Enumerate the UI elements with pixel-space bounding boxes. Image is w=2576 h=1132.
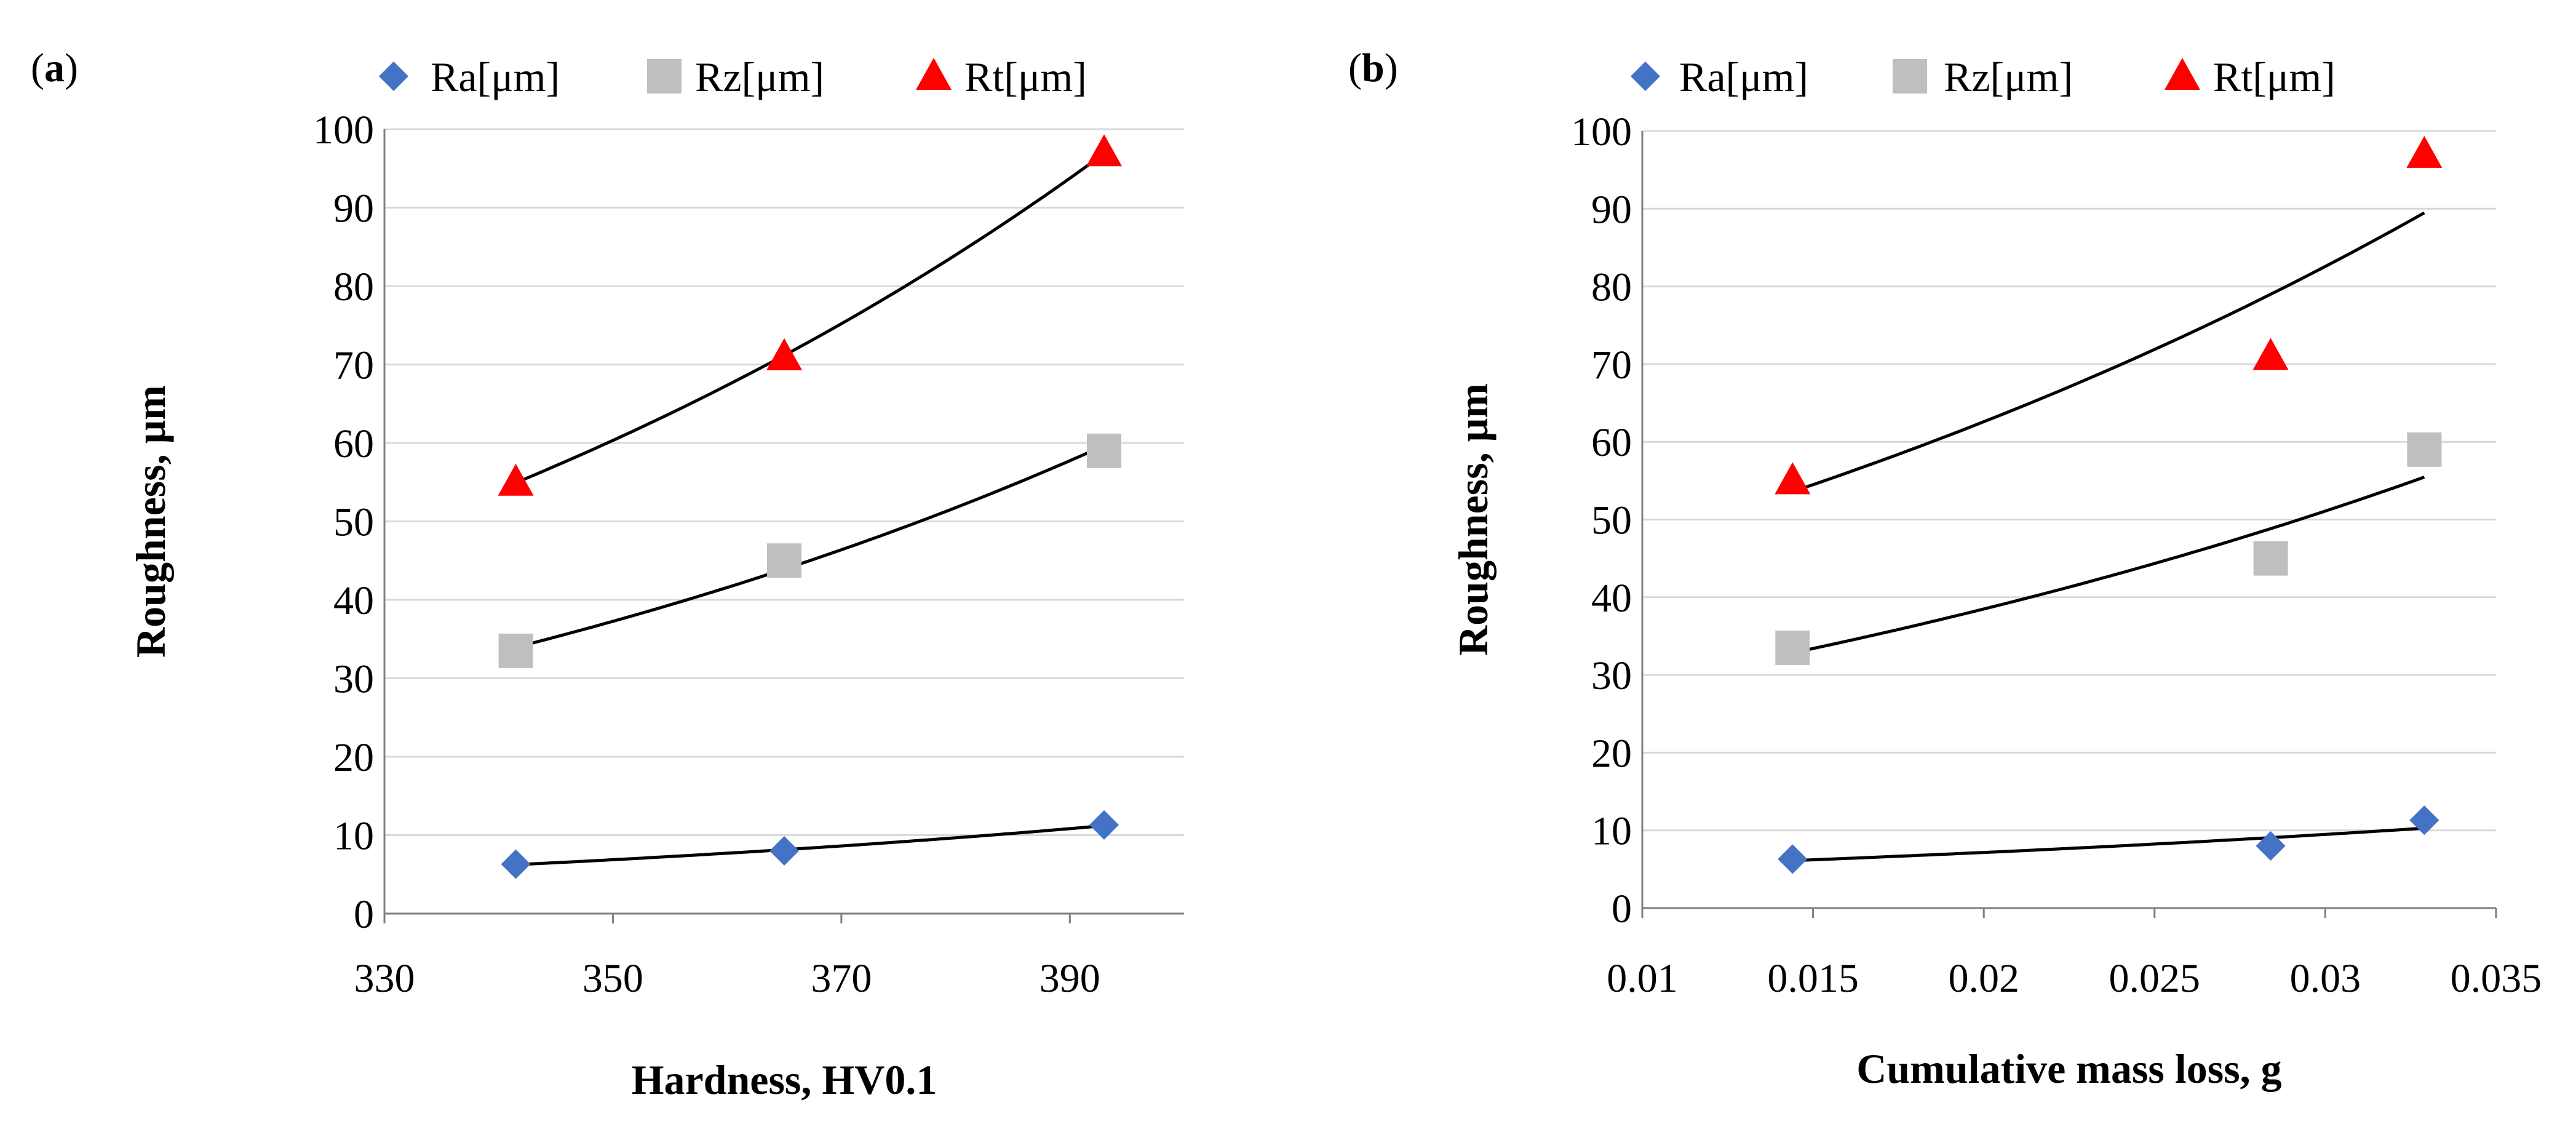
- legend-label-ra: Ra[μm]: [1679, 54, 1808, 100]
- point-ra: [1778, 844, 1808, 874]
- panel-label-paren-open: (: [1348, 46, 1362, 90]
- y-tick-label: 100: [1571, 110, 1632, 154]
- point-ra: [769, 836, 799, 866]
- y-tick-label: 70: [1591, 343, 1632, 388]
- panel-label-paren-close: ): [65, 46, 78, 90]
- y-tick-label: 70: [333, 343, 374, 388]
- y-tick-label: 50: [333, 500, 374, 545]
- y-tick-label: 90: [1591, 187, 1632, 232]
- point-ra: [501, 849, 531, 879]
- trendline-ra: [515, 824, 1105, 866]
- legend-label-rt: Rt[μm]: [964, 54, 1087, 100]
- point-rt: [766, 338, 802, 370]
- point-ra: [2256, 831, 2286, 861]
- x-tick-label: 0.035: [2451, 956, 2542, 1001]
- trendline-rz: [515, 444, 1105, 649]
- legend-marker-rt: [916, 58, 952, 90]
- y-tick-label: 40: [333, 578, 374, 623]
- y-tick-label: 80: [333, 265, 374, 309]
- point-rz: [1087, 433, 1121, 468]
- y-tick-label: 10: [1591, 809, 1632, 854]
- panel-label-letter: a: [44, 46, 65, 90]
- point-ra: [2409, 805, 2439, 835]
- y-tick-label: 10: [333, 814, 374, 859]
- x-tick-label: 0.02: [1948, 956, 2019, 1001]
- x-tick-label: 390: [1040, 956, 1100, 1001]
- y-tick-label: 20: [1591, 731, 1632, 776]
- y-tick-label: 40: [1591, 576, 1632, 621]
- panel-label-letter: b: [1362, 46, 1385, 90]
- legend-marker-ra: [1631, 62, 1660, 91]
- point-rz: [498, 633, 533, 668]
- y-tick-label: 30: [1591, 653, 1632, 698]
- point-ra: [1089, 810, 1119, 840]
- point-rt: [2406, 135, 2443, 168]
- legend-label-rz: Rz[μm]: [695, 54, 824, 100]
- legend-label-rt: Rt[μm]: [2213, 54, 2335, 100]
- point-rt: [1086, 134, 1122, 167]
- panel-label: (a): [31, 46, 78, 90]
- y-axis-title: Roughness, μm: [1450, 383, 1497, 656]
- legend-label-ra: Ra[μm]: [431, 54, 560, 100]
- x-axis-title: Hardness, HV0.1: [632, 1056, 937, 1103]
- point-rz: [1775, 630, 1810, 665]
- x-tick-label: 0.025: [2109, 956, 2201, 1001]
- y-axis-title: Roughness, μm: [127, 385, 174, 658]
- x-tick-label: 350: [582, 956, 643, 1001]
- x-tick-label: 330: [354, 956, 415, 1001]
- y-tick-label: 100: [313, 108, 374, 153]
- x-tick-label: 0.015: [1767, 956, 1859, 1001]
- y-tick-label: 0: [354, 892, 374, 937]
- point-rt: [1775, 462, 1811, 495]
- panel-label-paren-close: ): [1385, 46, 1398, 90]
- legend-marker-rt: [2165, 58, 2200, 90]
- y-tick-label: 20: [333, 735, 374, 780]
- chart-panel-b: (b) 0 10 20 30 40 50 60 70 80 90 100 0.01 0.015 0.02 0.…: [1348, 46, 2542, 1092]
- trendline-rt: [1792, 211, 2425, 493]
- trendline-rz: [1792, 476, 2425, 655]
- y-tick-label: 80: [1591, 265, 1632, 310]
- point-rt: [498, 463, 534, 496]
- x-tick-label: 0.03: [2290, 956, 2361, 1001]
- point-rz: [2407, 432, 2442, 467]
- legend-label-rz: Rz[μm]: [1944, 54, 2073, 100]
- panel-label-paren-open: (: [31, 46, 44, 90]
- y-tick-label: 60: [1591, 420, 1632, 465]
- point-rt: [2252, 338, 2289, 370]
- legend-marker-rz: [647, 59, 682, 94]
- y-tick-label: 60: [333, 421, 374, 466]
- point-rz: [767, 543, 801, 578]
- trendline-rt: [515, 152, 1105, 485]
- chart-panel-a: (a) 0 10 20 30 40 50 60 70 80 90 100 330 350 370 390 Har…: [31, 46, 1184, 1103]
- legend-marker-rz: [1893, 59, 1927, 94]
- y-tick-label: 50: [1591, 498, 1632, 543]
- x-tick-label: 0.01: [1607, 956, 1678, 1001]
- trendline-ra: [1792, 826, 2425, 863]
- y-tick-label: 0: [1612, 887, 1632, 931]
- x-tick-label: 370: [811, 956, 872, 1001]
- point-rz: [2253, 541, 2288, 576]
- legend-marker-ra: [379, 62, 408, 91]
- y-tick-label: 90: [333, 186, 374, 231]
- x-axis-title: Cumulative mass loss, g: [1856, 1045, 2281, 1092]
- y-tick-label: 30: [333, 657, 374, 702]
- panel-label: (b): [1348, 46, 1398, 90]
